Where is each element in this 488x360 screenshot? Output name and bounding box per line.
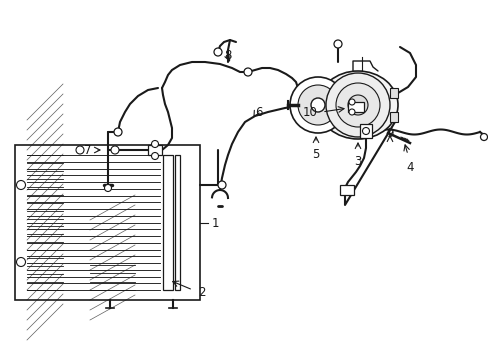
Circle shape (289, 77, 346, 133)
Circle shape (480, 134, 487, 140)
Bar (163, 155, 173, 290)
Circle shape (218, 181, 225, 189)
Bar (148, 145, 162, 155)
Ellipse shape (317, 71, 397, 139)
Text: 10: 10 (303, 105, 317, 118)
Circle shape (17, 257, 25, 266)
Circle shape (310, 98, 325, 112)
Circle shape (347, 95, 367, 115)
Text: 2: 2 (198, 285, 205, 298)
Circle shape (151, 153, 158, 159)
Bar (347, 102, 363, 112)
Circle shape (76, 146, 84, 154)
Circle shape (17, 180, 25, 189)
Circle shape (214, 48, 222, 56)
Circle shape (335, 83, 379, 127)
Circle shape (325, 73, 389, 137)
Circle shape (348, 109, 354, 115)
Text: 5: 5 (312, 148, 319, 161)
Circle shape (333, 40, 341, 48)
Circle shape (151, 140, 158, 148)
Bar (339, 185, 353, 195)
Text: 1: 1 (212, 216, 219, 230)
Circle shape (297, 85, 337, 125)
Bar (359, 124, 371, 138)
Bar (389, 112, 397, 122)
Circle shape (362, 127, 369, 135)
Circle shape (114, 128, 122, 136)
Circle shape (244, 68, 251, 76)
Text: 8: 8 (224, 49, 231, 62)
Bar (175, 155, 180, 290)
Bar (389, 88, 397, 98)
Circle shape (104, 185, 111, 192)
Text: 6: 6 (254, 105, 262, 118)
Text: 3: 3 (354, 155, 361, 168)
Text: 7: 7 (84, 144, 92, 157)
Bar (15, 145, 200, 300)
Text: 4: 4 (406, 161, 413, 174)
Circle shape (111, 146, 119, 154)
Circle shape (348, 99, 354, 105)
Text: 9: 9 (386, 127, 393, 140)
